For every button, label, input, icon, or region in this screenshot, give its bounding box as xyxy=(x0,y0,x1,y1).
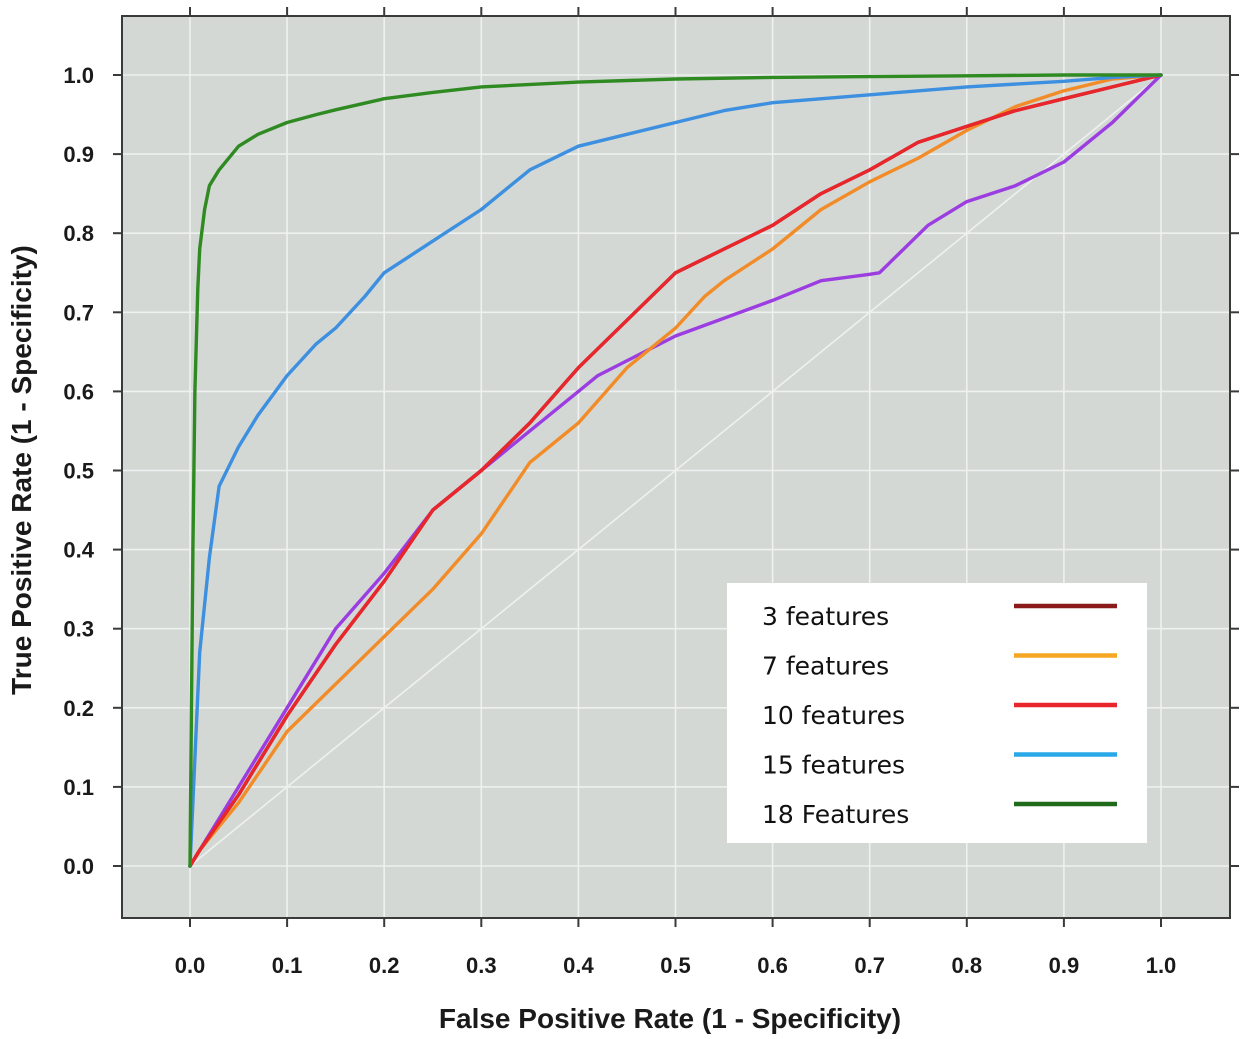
y-tick-label: 0.6 xyxy=(63,379,94,404)
legend-label: 18 Features xyxy=(762,800,909,829)
series-layer xyxy=(188,73,1163,868)
legend-label: 3 features xyxy=(762,602,889,631)
y-tick-label: 0.0 xyxy=(63,854,94,879)
grid xyxy=(122,16,1230,918)
legend-box xyxy=(727,583,1147,843)
x-tick-label: 0.9 xyxy=(1049,953,1080,978)
y-tick-label: 1.0 xyxy=(63,63,94,88)
series-line-15-features xyxy=(188,73,1163,868)
x-tick-label: 0.2 xyxy=(369,953,400,978)
legend-label: 10 features xyxy=(762,701,905,730)
y-tick-label: 0.2 xyxy=(63,696,94,721)
series-line-unlabeled xyxy=(188,73,1163,868)
y-tick-label: 0.4 xyxy=(63,538,94,563)
y-tick-label: 0.5 xyxy=(63,459,94,484)
y-axis-title: True Positive Rate (1 - Specificity) xyxy=(6,245,37,695)
legend-label: 7 features xyxy=(762,652,889,681)
x-tick-label: 0.0 xyxy=(175,953,206,978)
legend-label: 15 features xyxy=(762,751,905,780)
x-tick-label: 0.5 xyxy=(660,953,691,978)
y-tick-label: 0.8 xyxy=(63,221,94,246)
y-tick-label: 0.3 xyxy=(63,617,94,642)
x-tick-label: 0.1 xyxy=(272,953,303,978)
x-tick-label: 0.7 xyxy=(854,953,885,978)
x-axis-title: False Positive Rate (1 - Specificity) xyxy=(439,1003,901,1034)
tick-labels: 0.0 0.0 0.1 0.1 0.2 0.2 0.3 0.3 0.4 0.4 0.5 0.5 0.6 0… xyxy=(63,63,1176,978)
x-tick-label: 0.6 xyxy=(757,953,788,978)
y-tick-label: 0.1 xyxy=(63,775,94,800)
legend-items: 3 features 7 features 10 features 15 featur… xyxy=(762,602,1117,829)
ticks xyxy=(113,7,1239,927)
x-tick-label: 0.3 xyxy=(466,953,497,978)
diagonal-reference-line xyxy=(189,74,1162,867)
series-line-18-features xyxy=(188,73,1163,868)
legend: 3 features 7 features 10 features 15 featur… xyxy=(727,583,1147,843)
y-tick-label: 0.9 xyxy=(63,142,94,167)
x-tick-label: 1.0 xyxy=(1146,953,1177,978)
x-tick-label: 0.8 xyxy=(952,953,983,978)
series-line-10-features xyxy=(188,73,1163,868)
x-tick-label: 0.4 xyxy=(563,953,594,978)
y-tick-label: 0.7 xyxy=(63,300,94,325)
